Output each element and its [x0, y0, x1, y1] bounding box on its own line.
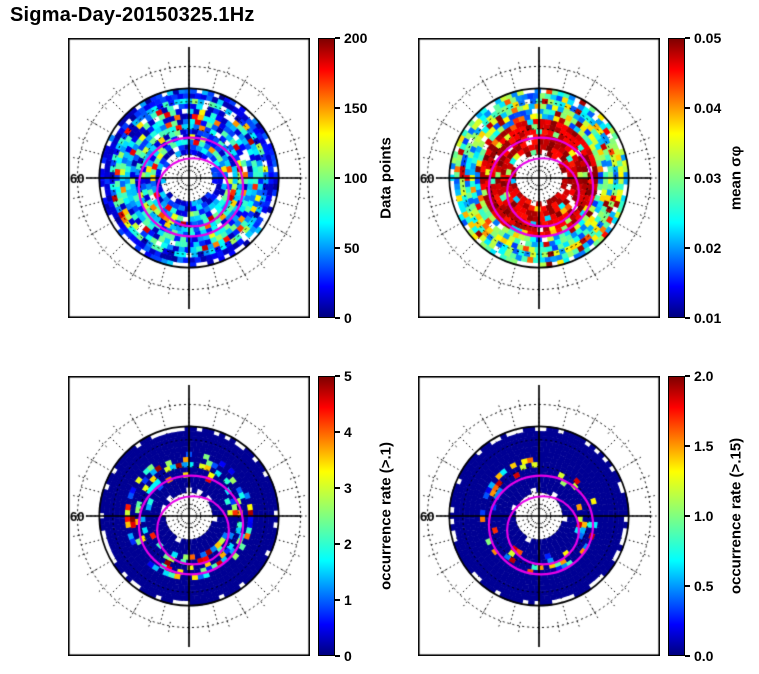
colorbar-tick-label: 0.03	[694, 170, 722, 186]
colorbar-ticks-occ-rate-p15: 0.0 0.5 1.0 1.5 2.0	[668, 368, 759, 664]
colorbar-tick-label: 100	[344, 170, 368, 186]
colorbar-tick-label: 0.0	[694, 648, 714, 664]
colorbar-tick-label: 150	[344, 100, 368, 116]
polar-plot-data-points	[68, 38, 310, 318]
panel-mean-sigma-phi	[418, 38, 660, 318]
colorbar-tick	[335, 177, 340, 179]
colorbar-occ-rate-p15: 0.0 0.5 1.0 1.5 2.0 occurrence rate (>.15)	[668, 368, 759, 664]
colorbar-axis-label: occurrence rate (>.1)	[377, 442, 395, 590]
colorbar-tick	[335, 487, 340, 489]
colorbar-gradient	[318, 38, 335, 318]
polar-plot-mean-sigma-phi	[418, 38, 660, 318]
colorbar-occ-rate-p1: 0 1 2 3 4 5 occurrence rate (>.1)	[318, 368, 448, 664]
colorbar-tick	[685, 375, 690, 377]
colorbar-tick	[685, 445, 690, 447]
colorbar-tick-label: 5	[344, 368, 352, 384]
colorbar-tick	[685, 515, 690, 517]
colorbar-tick-label: 2.0	[694, 368, 714, 384]
colorbar-tick-label: 50	[344, 240, 360, 256]
colorbar-gradient	[668, 38, 685, 318]
colorbar-axis-label: Data points	[377, 137, 395, 219]
colorbar-tick-label: 2	[344, 536, 352, 552]
colorbar-tick	[335, 543, 340, 545]
colorbar-tick	[335, 37, 340, 39]
colorbar-tick	[335, 599, 340, 601]
colorbar-tick-label: 0	[344, 310, 352, 326]
colorbar-tick-label: 0	[344, 648, 352, 664]
colorbar-tick-label: 200	[344, 30, 368, 46]
panel-data-points	[68, 38, 310, 318]
colorbar-tick	[335, 247, 340, 249]
colorbar-tick	[685, 177, 690, 179]
colorbar-tick	[335, 655, 340, 657]
colorbar-tick-label: 3	[344, 480, 352, 496]
colorbar-tick-label: 1	[344, 592, 352, 608]
colorbar-gradient	[668, 376, 685, 656]
figure-title: Sigma-Day-20150325.1Hz	[10, 4, 255, 26]
colorbar-tick	[685, 37, 690, 39]
colorbar-tick	[335, 375, 340, 377]
colorbar-mean-sigma-phi: 0.01 0.02 0.03 0.04 0.05 mean σφ	[668, 30, 759, 326]
colorbar-gradient	[318, 376, 335, 656]
colorbar-ticks-data-points: 0 50 100 150 200	[318, 30, 448, 326]
colorbar-tick	[335, 317, 340, 319]
colorbar-ticks-occ-rate-p1: 0 1 2 3 4 5	[318, 368, 448, 664]
polar-plot-occ-rate-p15	[418, 376, 660, 656]
colorbar-data-points: 0 50 100 150 200 Data points	[318, 30, 448, 326]
panel-occ-rate-p15	[418, 376, 660, 656]
colorbar-tick-label: 1.0	[694, 508, 714, 524]
colorbar-tick	[685, 585, 690, 587]
colorbar-tick	[685, 317, 690, 319]
panel-occ-rate-p1	[68, 376, 310, 656]
colorbar-tick	[335, 107, 340, 109]
colorbar-axis-label: occurrence rate (>.15)	[727, 437, 745, 595]
colorbar-tick-label: 4	[344, 424, 352, 440]
colorbar-tick	[685, 107, 690, 109]
colorbar-tick-label: 0.05	[694, 30, 722, 46]
colorbar-tick	[335, 431, 340, 433]
colorbar-tick	[685, 247, 690, 249]
colorbar-tick-label: 0.5	[694, 578, 714, 594]
colorbar-axis-label: mean σφ	[727, 145, 745, 211]
colorbar-ticks-mean-sigma-phi: 0.01 0.02 0.03 0.04 0.05	[668, 30, 759, 326]
colorbar-tick-label: 0.02	[694, 240, 722, 256]
colorbar-tick-label: 1.5	[694, 438, 714, 454]
colorbar-tick-label: 0.01	[694, 310, 722, 326]
polar-plot-occ-rate-p1	[68, 376, 310, 656]
colorbar-tick-label: 0.04	[694, 100, 722, 116]
colorbar-tick	[685, 655, 690, 657]
